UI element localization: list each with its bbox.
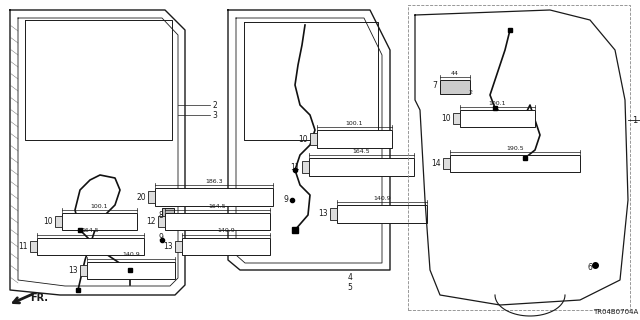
Text: 3: 3 xyxy=(212,110,217,119)
Bar xyxy=(158,216,165,228)
Text: 20: 20 xyxy=(136,193,146,202)
Bar xyxy=(460,110,535,127)
Text: 7: 7 xyxy=(432,81,437,90)
Text: 190.5: 190.5 xyxy=(506,146,524,150)
Text: 11: 11 xyxy=(19,242,28,251)
Bar xyxy=(408,5,630,310)
Bar xyxy=(310,133,317,145)
Bar xyxy=(302,161,309,173)
Text: 5: 5 xyxy=(348,284,353,292)
Text: 4: 4 xyxy=(348,274,353,283)
Text: 12: 12 xyxy=(147,217,156,226)
Text: 164.5: 164.5 xyxy=(82,228,99,234)
Bar xyxy=(80,265,87,276)
Bar xyxy=(337,205,427,223)
Text: 140.9: 140.9 xyxy=(122,252,140,258)
Bar xyxy=(30,241,37,252)
Bar xyxy=(62,213,137,230)
Text: 14: 14 xyxy=(431,159,441,168)
Text: 1: 1 xyxy=(632,116,637,124)
Text: 13: 13 xyxy=(68,266,78,275)
Bar xyxy=(182,238,270,255)
Bar xyxy=(317,130,392,148)
Text: 6: 6 xyxy=(588,263,593,273)
Text: 140.9: 140.9 xyxy=(373,196,391,201)
Bar xyxy=(175,241,182,252)
Text: 164.5: 164.5 xyxy=(353,148,371,154)
Bar xyxy=(162,208,174,220)
Text: 186.3: 186.3 xyxy=(205,179,223,183)
Text: 9: 9 xyxy=(283,196,288,204)
Text: TR04B0704A: TR04B0704A xyxy=(593,309,638,315)
Text: 100.1: 100.1 xyxy=(346,121,364,125)
Text: 10: 10 xyxy=(298,134,308,143)
Text: 140.9: 140.9 xyxy=(217,228,235,234)
Bar xyxy=(443,157,450,170)
Bar xyxy=(440,80,470,94)
Bar xyxy=(453,113,460,124)
Bar xyxy=(55,216,62,228)
Bar xyxy=(330,208,337,220)
Text: FR.: FR. xyxy=(30,293,48,303)
Text: 9: 9 xyxy=(158,234,163,243)
Text: 164.5: 164.5 xyxy=(209,204,227,209)
Bar xyxy=(148,191,155,203)
Text: 44: 44 xyxy=(451,70,459,76)
Text: 100.1: 100.1 xyxy=(91,204,108,209)
Bar xyxy=(165,213,270,230)
Bar xyxy=(37,238,144,255)
Text: 13: 13 xyxy=(163,242,173,251)
Text: 2: 2 xyxy=(468,90,472,94)
Text: 11: 11 xyxy=(291,163,300,172)
Text: 13: 13 xyxy=(318,210,328,219)
Bar xyxy=(450,155,580,172)
Text: 2: 2 xyxy=(212,100,217,109)
Bar xyxy=(155,188,273,206)
Text: 10: 10 xyxy=(442,114,451,123)
Text: 8: 8 xyxy=(158,211,163,220)
Bar xyxy=(87,262,175,279)
Text: 100.1: 100.1 xyxy=(489,100,506,106)
Bar xyxy=(309,158,414,176)
Text: 10: 10 xyxy=(44,217,53,226)
